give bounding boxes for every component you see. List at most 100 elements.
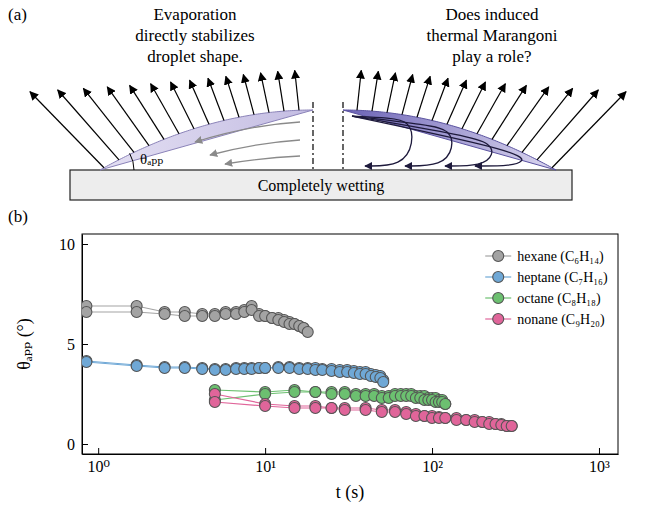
- data-point: [220, 365, 231, 376]
- flux-arrow: [58, 90, 119, 160]
- caption-right: thermal Marangoni: [427, 26, 558, 45]
- marangoni-loop: [352, 116, 412, 166]
- series-line: [215, 394, 512, 426]
- x-tick: 10⁰: [87, 448, 109, 475]
- flux-arrow: [372, 71, 378, 111]
- data-point: [401, 409, 412, 420]
- x-tick-label: 10⁰: [87, 458, 109, 475]
- y-tick-mark: [82, 244, 88, 245]
- data-point: [378, 377, 389, 388]
- x-tick-mark: [599, 448, 600, 454]
- x-tick-label: 10²: [422, 458, 443, 475]
- flux-arrow: [387, 73, 395, 113]
- marangoni-loop: [352, 116, 522, 166]
- flux-arrow: [190, 80, 209, 124]
- flux-arrow: [537, 90, 598, 160]
- substrate-label: Completely wetting: [258, 177, 385, 195]
- data-point: [260, 363, 271, 374]
- y-tick-mark: [82, 344, 88, 345]
- y-tick-label: 5: [67, 336, 75, 353]
- data-point: [197, 311, 208, 322]
- data-point: [131, 307, 142, 318]
- panel-a: (a)Evaporationdirectly stabilizesdroplet…: [8, 5, 626, 200]
- legend-marker: [493, 293, 504, 304]
- data-point: [220, 364, 231, 375]
- legend-marker: [493, 251, 504, 262]
- series-0: [82, 301, 313, 338]
- legend-label: heptane (C₇H₁₆): [517, 270, 608, 286]
- flow-line: [210, 140, 300, 155]
- legend-item: nonane (C₉H₂₀): [485, 312, 605, 328]
- data-point: [197, 364, 208, 375]
- data-point: [209, 397, 220, 408]
- marangoni-loop: [352, 116, 492, 166]
- x-axis: 10⁰ 10¹ 10² 10³: [83, 448, 619, 475]
- y-axis-title: θₐₚₚ (°): [14, 318, 35, 370]
- flux-arrow: [243, 75, 254, 115]
- legend-label: octane (C₈H₁₈): [517, 291, 601, 307]
- data-point: [273, 362, 284, 373]
- y-tick-mark: [82, 444, 88, 445]
- flux-arrow: [402, 75, 413, 115]
- series-1: [82, 356, 389, 388]
- y-tick: 5: [67, 336, 88, 353]
- x-tick-mark: [98, 448, 99, 454]
- legend-marker: [493, 272, 504, 283]
- x-tick-mark: [265, 448, 266, 454]
- flux-arrow: [417, 76, 430, 117]
- legend-item: octane (C₈H₁₈): [485, 291, 601, 307]
- flux-arrow: [226, 76, 239, 117]
- y-tick-label: 0: [67, 436, 75, 453]
- x-tick-label: 10¹: [255, 458, 276, 475]
- data-point: [209, 364, 220, 375]
- data-point: [260, 363, 271, 374]
- series-3: [209, 389, 517, 432]
- x-tick: 10²: [422, 448, 443, 475]
- symmetry-axis: [342, 102, 343, 170]
- data-point: [209, 365, 220, 376]
- data-point: [376, 407, 387, 418]
- legend-item: heptane (C₇H₁₆): [485, 270, 608, 286]
- data-point: [339, 405, 350, 416]
- caption-right: Does induced: [445, 5, 539, 24]
- flux-arrow: [171, 82, 194, 129]
- data-point: [273, 363, 284, 374]
- flux-arrow: [492, 85, 526, 139]
- caption-right: play a role?: [452, 47, 531, 66]
- flux-arrow: [261, 73, 269, 113]
- angle-label: θₐₚₚ: [140, 151, 163, 167]
- data-point: [302, 327, 313, 338]
- x-tick-label: 10³: [589, 458, 610, 475]
- data-point: [310, 403, 321, 414]
- plot-marks: [82, 301, 517, 432]
- plot-frame: [82, 234, 618, 454]
- data-point: [260, 389, 271, 400]
- flux-arrow: [107, 87, 149, 146]
- flow-line: [195, 122, 300, 142]
- data-point: [179, 311, 190, 322]
- data-point: [220, 309, 231, 320]
- symmetry-axis: [312, 102, 313, 170]
- flux-arrow: [83, 88, 134, 152]
- y-tick-label: 10: [59, 236, 75, 253]
- x-axis-line: [83, 454, 619, 455]
- data-point: [284, 362, 295, 373]
- data-point: [310, 387, 321, 398]
- flux-arrow: [295, 70, 299, 110]
- x-tick-mark: [432, 448, 433, 454]
- data-point: [82, 356, 92, 367]
- data-point: [131, 361, 142, 372]
- data-point: [506, 421, 517, 432]
- data-point: [326, 389, 337, 400]
- angle-arc: [130, 153, 134, 170]
- flux-arrow: [447, 80, 466, 124]
- x-tick: 10¹: [255, 448, 276, 475]
- y-tick: 10: [59, 236, 88, 253]
- data-point: [506, 421, 517, 432]
- data-point: [326, 403, 337, 414]
- data-point: [82, 357, 92, 368]
- data-point: [390, 407, 401, 418]
- flux-arrow: [130, 85, 164, 139]
- y-tick: 0: [67, 436, 88, 453]
- data-point: [179, 362, 190, 373]
